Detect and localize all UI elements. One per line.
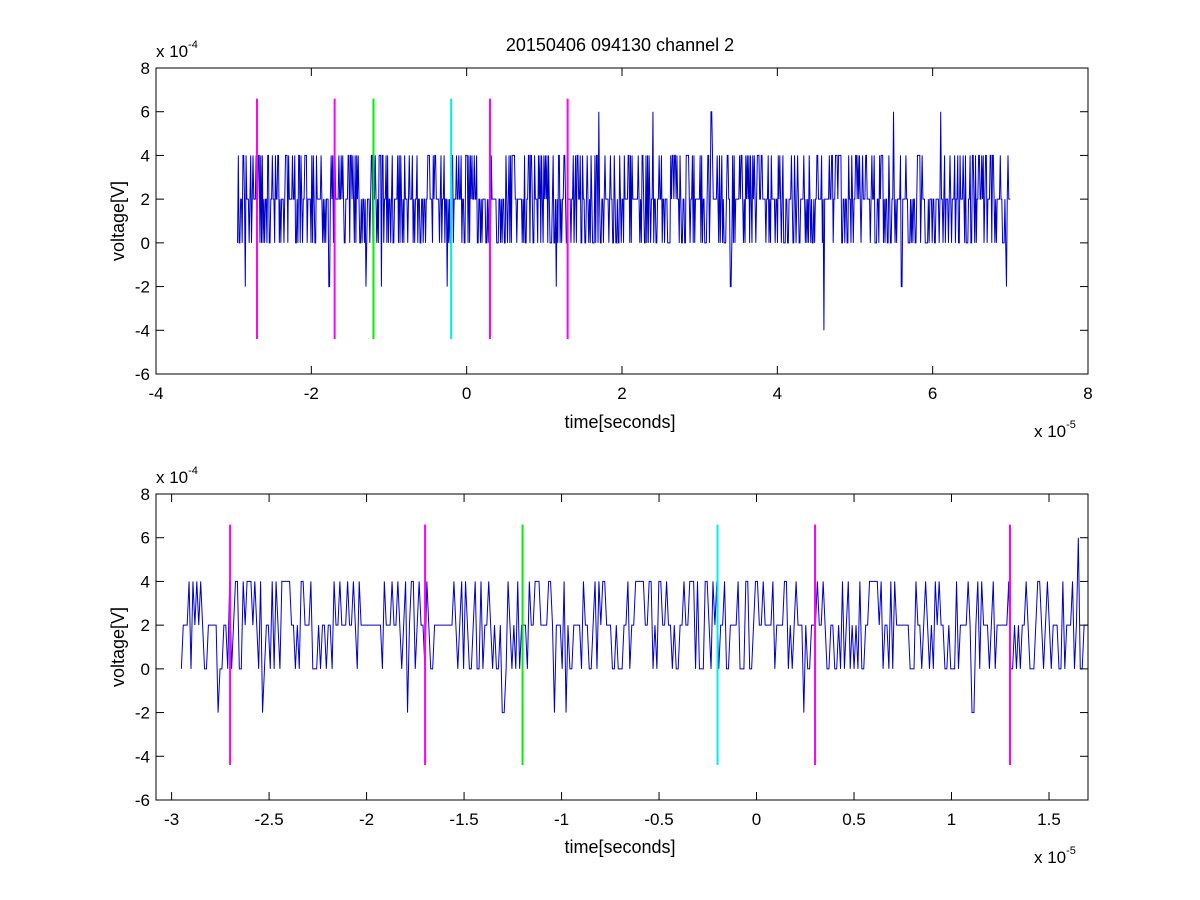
bottom-ytick-label: -4 <box>135 747 150 766</box>
bottom-ytick-label: 2 <box>141 616 150 635</box>
top-xtick-label: 6 <box>928 384 937 403</box>
bottom-xtick-label: -3 <box>164 810 179 829</box>
top-ytick-label: -2 <box>135 278 150 297</box>
top-xtick-label: -4 <box>148 384 163 403</box>
top-ytick-label: 4 <box>141 146 150 165</box>
top-ytick-label: 8 <box>141 59 150 78</box>
top-ytick-label: -4 <box>135 321 150 340</box>
bottom-xtick-label: -1.5 <box>449 810 478 829</box>
bottom-ytick-label: 0 <box>141 660 150 679</box>
bottom-y-multiplier: x 10-4 <box>156 465 198 487</box>
top-signal-line <box>237 111 1011 331</box>
top-xtick-label: 8 <box>1083 384 1092 403</box>
bottom-xtick-label: -1 <box>554 810 569 829</box>
bottom-xtick-label: 0.5 <box>842 810 866 829</box>
top-xlabel: time[seconds] <box>564 412 675 432</box>
bottom-xtick-label: -2.5 <box>254 810 283 829</box>
bottom-xlabel: time[seconds] <box>564 837 675 857</box>
bottom-ytick-label: 6 <box>141 529 150 548</box>
bottom-ytick-label: -6 <box>135 791 150 810</box>
bottom-x-multiplier: x 10-5 <box>1034 845 1076 867</box>
top-x-multiplier: x 10-5 <box>1034 419 1076 441</box>
bottom-xtick-label: 1.5 <box>1037 810 1061 829</box>
bottom-axis-ticks: -3 -2.5 -2 -1.5 -1 -0.5 0 0.5 1 1.5 -6 -4 -2 0 2 4 6 8 <box>135 485 1088 829</box>
top-xtick-label: 4 <box>773 384 782 403</box>
top-y-multiplier: x 10-4 <box>156 39 198 61</box>
top-xtick-label: 2 <box>617 384 626 403</box>
bottom-subplot: -3 -2.5 -2 -1.5 -1 -0.5 0 0.5 1 1.5 -6 -4 -2 0 2 4 6 8 ti… <box>108 465 1089 867</box>
bottom-ytick-label: 4 <box>141 572 150 591</box>
top-signal-layer <box>237 111 1011 331</box>
top-event-markers <box>255 98 569 340</box>
bottom-xtick-label: -0.5 <box>644 810 673 829</box>
top-ytick-label: 6 <box>141 103 150 122</box>
bottom-signal-line <box>180 537 1088 714</box>
top-xtick-label: 0 <box>462 384 471 403</box>
bottom-ylabel: voltage[V] <box>108 607 128 687</box>
top-ytick-label: 0 <box>141 234 150 253</box>
top-ylabel: voltage[V] <box>108 181 128 261</box>
bottom-signal-layer <box>180 537 1088 714</box>
chart-title: 20150406 094130 channel 2 <box>506 35 734 55</box>
top-ytick-label: 2 <box>141 190 150 209</box>
bottom-ytick-label: -2 <box>135 704 150 723</box>
top-ytick-label: -6 <box>135 365 150 384</box>
bottom-xtick-label: 1 <box>947 810 956 829</box>
bottom-ytick-label: 8 <box>141 485 150 504</box>
bottom-event-markers <box>229 524 1012 766</box>
bottom-xtick-label: 0 <box>752 810 761 829</box>
bottom-xtick-label: -2 <box>359 810 374 829</box>
top-xtick-label: -2 <box>304 384 319 403</box>
